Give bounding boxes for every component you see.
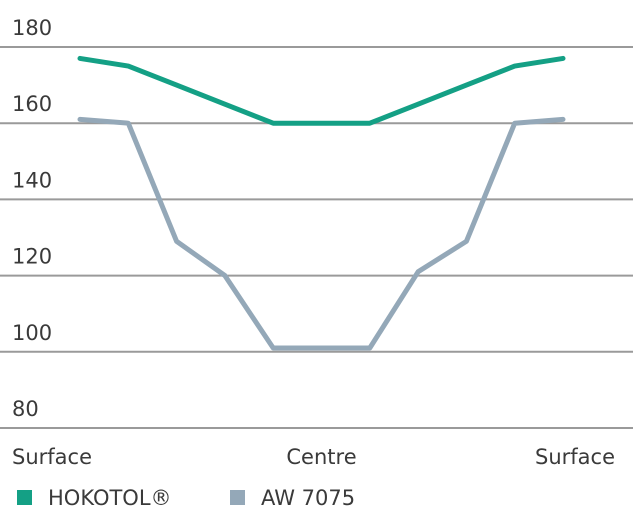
data-line [77,116,566,351]
y-tick-label: 100 [12,321,52,345]
legend-swatch [17,490,32,505]
y-tick-label: 160 [12,92,52,116]
legend-label: HOKOTOL® [48,486,172,510]
x-tick-label: Centre [286,445,356,469]
y-tick-label: 80 [12,397,39,421]
data-line [77,55,566,126]
legend-label: AW 7075 [261,486,355,510]
legend-swatch [230,490,245,505]
y-tick-label: 180 [12,16,52,40]
x-tick-label: Surface [12,445,92,469]
y-tick-label: 120 [12,245,52,269]
y-tick-label: 140 [12,168,52,192]
x-tick-label: Surface [535,445,615,469]
